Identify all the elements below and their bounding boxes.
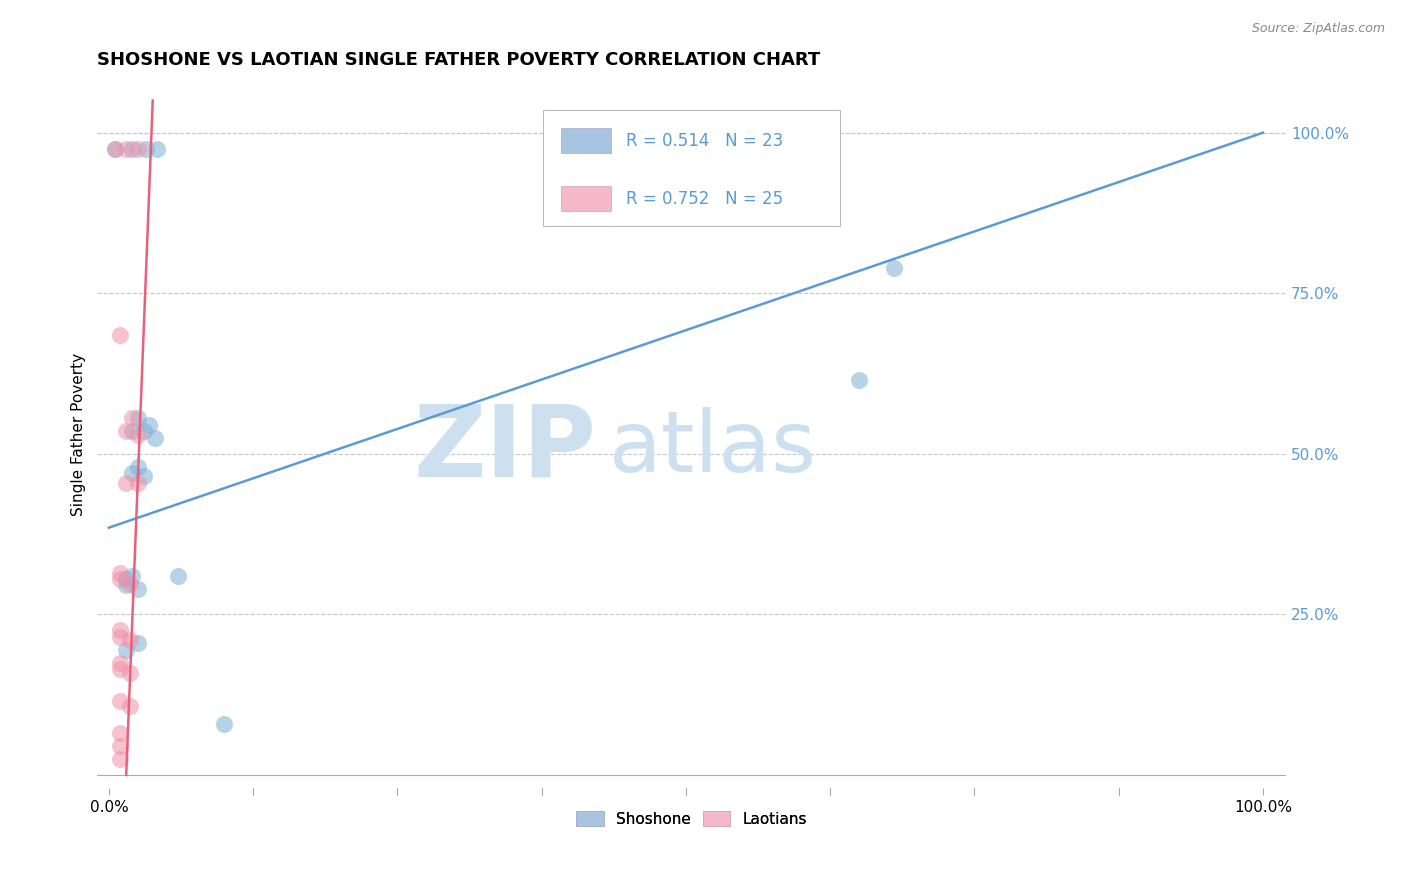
Point	[132, 425, 155, 439]
Point	[127, 427, 149, 442]
Point	[110, 328, 132, 343]
Point	[110, 739, 132, 753]
Point	[127, 142, 149, 156]
Point	[110, 662, 132, 676]
Legend: Shoshone, Laotians: Shoshone, Laotians	[569, 805, 813, 833]
Point	[813, 209, 835, 223]
FancyBboxPatch shape	[561, 128, 610, 153]
Text: Source: ZipAtlas.com: Source: ZipAtlas.com	[1251, 22, 1385, 36]
Point	[115, 572, 138, 586]
Point	[110, 630, 132, 644]
Point	[115, 642, 138, 657]
Point	[118, 698, 141, 713]
Point	[115, 142, 138, 156]
Point	[135, 142, 157, 156]
Point	[138, 417, 160, 432]
FancyBboxPatch shape	[543, 110, 841, 227]
Point	[214, 716, 236, 731]
Point	[127, 475, 149, 490]
Point	[110, 694, 132, 708]
Text: atlas: atlas	[609, 407, 817, 491]
Point	[143, 431, 166, 445]
Point	[118, 666, 141, 681]
Point	[110, 572, 132, 586]
Text: SHOSHONE VS LAOTIAN SINGLE FATHER POVERTY CORRELATION CHART: SHOSHONE VS LAOTIAN SINGLE FATHER POVERT…	[97, 51, 821, 69]
FancyBboxPatch shape	[561, 186, 610, 211]
Y-axis label: Single Father Poverty: Single Father Poverty	[72, 353, 86, 516]
Point	[167, 569, 190, 583]
Point	[110, 752, 132, 766]
Point	[115, 578, 138, 592]
Point	[883, 260, 905, 275]
Text: ZIP: ZIP	[413, 401, 596, 497]
Point	[104, 142, 127, 156]
Point	[115, 425, 138, 439]
Point	[848, 373, 870, 387]
Point	[104, 142, 127, 156]
Text: R = 0.752   N = 25: R = 0.752 N = 25	[626, 190, 783, 208]
Point	[110, 566, 132, 580]
Point	[121, 142, 143, 156]
Text: R = 0.514   N = 23: R = 0.514 N = 23	[626, 132, 783, 150]
Point	[121, 466, 143, 480]
Point	[121, 411, 143, 425]
Point	[115, 475, 138, 490]
Point	[118, 633, 141, 648]
Point	[127, 459, 149, 474]
Point	[121, 425, 143, 439]
Point	[110, 726, 132, 740]
Point	[127, 636, 149, 650]
Point	[127, 411, 149, 425]
Point	[127, 582, 149, 596]
Point	[146, 142, 169, 156]
Point	[118, 576, 141, 591]
Point	[132, 469, 155, 483]
Point	[121, 569, 143, 583]
Point	[110, 656, 132, 670]
Point	[110, 624, 132, 638]
